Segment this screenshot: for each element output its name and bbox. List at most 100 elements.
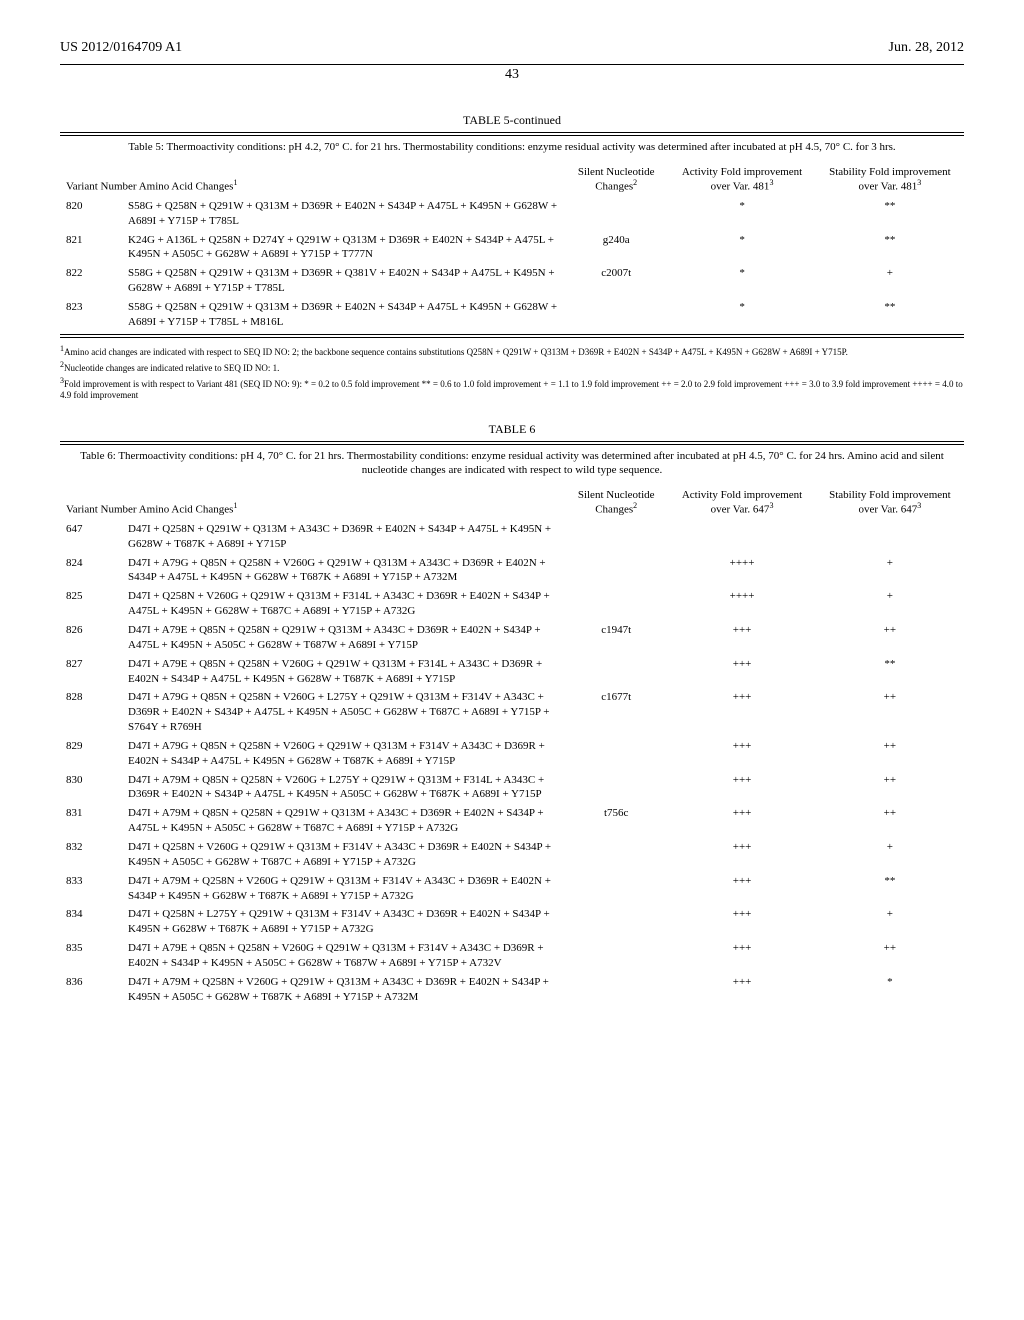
table5-col-variant: Variant Number Amino Acid Changes1	[60, 162, 564, 197]
activity-fold: +++	[668, 621, 815, 655]
silent-changes	[564, 655, 668, 689]
amino-acid-changes: S58G + Q258N + Q291W + Q313M + D369R + E…	[122, 298, 564, 332]
page-number: 43	[60, 67, 964, 83]
activity-fold: ++++	[668, 587, 815, 621]
table6-title: TABLE 6	[60, 422, 964, 437]
table-row: 827D47I + A79E + Q85N + Q258N + V260G + …	[60, 655, 964, 689]
table5-block: TABLE 5-continued Table 5: Thermoactivit…	[60, 113, 964, 402]
table6-block: TABLE 6 Table 6: Thermoactivity conditio…	[60, 422, 964, 1007]
silent-changes: g240a	[564, 231, 668, 265]
activity-fold: +++	[668, 804, 815, 838]
amino-acid-changes: S58G + Q258N + Q291W + Q313M + D369R + E…	[122, 197, 564, 231]
variant-number: 836	[60, 973, 122, 1007]
stability-fold: *	[816, 973, 964, 1007]
table6-col-activity: Activity Fold improvement over Var. 6473	[668, 485, 815, 520]
table6-caption: Table 6: Thermoactivity conditions: pH 4…	[60, 449, 964, 478]
stability-fold: ++	[816, 804, 964, 838]
activity-fold: *	[668, 264, 815, 298]
variant-number: 834	[60, 905, 122, 939]
stability-fold: +	[816, 905, 964, 939]
table5-col-stability: Stability Fold improvement over Var. 481…	[816, 162, 964, 197]
activity-fold: +++	[668, 973, 815, 1007]
amino-acid-changes: S58G + Q258N + Q291W + Q313M + D369R + Q…	[122, 264, 564, 298]
activity-fold: +++	[668, 939, 815, 973]
activity-fold: ++++	[668, 554, 815, 588]
amino-acid-changes: D47I + A79G + Q85N + Q258N + V260G + Q29…	[122, 554, 564, 588]
variant-number: 831	[60, 804, 122, 838]
table-row: 823S58G + Q258N + Q291W + Q313M + D369R …	[60, 298, 964, 332]
table5-footnote-3: 3Fold improvement is with respect to Var…	[60, 376, 964, 402]
table5-col-activity: Activity Fold improvement over Var. 4813	[668, 162, 815, 197]
doc-date: Jun. 28, 2012	[889, 40, 964, 56]
stability-fold: ++	[816, 688, 964, 737]
amino-acid-changes: D47I + A79E + Q85N + Q258N + Q291W + Q31…	[122, 621, 564, 655]
silent-changes	[564, 197, 668, 231]
stability-fold: ++	[816, 621, 964, 655]
activity-fold: +++	[668, 771, 815, 805]
table5-footnotes: 1Amino acid changes are indicated with r…	[60, 344, 964, 402]
variant-number: 829	[60, 737, 122, 771]
activity-fold: +++	[668, 905, 815, 939]
stability-fold: **	[816, 655, 964, 689]
amino-acid-changes: K24G + A136L + Q258N + D274Y + Q291W + Q…	[122, 231, 564, 265]
table5-rule-top2	[60, 135, 964, 136]
stability-fold: ++	[816, 737, 964, 771]
page-header: US 2012/0164709 A1 Jun. 28, 2012	[60, 40, 964, 56]
activity-fold: +++	[668, 872, 815, 906]
silent-changes	[564, 554, 668, 588]
activity-fold: *	[668, 197, 815, 231]
table5-caption: Table 5: Thermoactivity conditions: pH 4…	[60, 140, 964, 154]
variant-number: 835	[60, 939, 122, 973]
stability-fold: ++	[816, 771, 964, 805]
amino-acid-changes: D47I + A79M + Q85N + Q258N + V260G + L27…	[122, 771, 564, 805]
silent-changes: c1947t	[564, 621, 668, 655]
variant-number: 826	[60, 621, 122, 655]
silent-changes	[564, 838, 668, 872]
silent-changes: t756c	[564, 804, 668, 838]
stability-fold: +	[816, 587, 964, 621]
table-row: 830D47I + A79M + Q85N + Q258N + V260G + …	[60, 771, 964, 805]
amino-acid-changes: D47I + Q258N + Q291W + Q313M + A343C + D…	[122, 520, 564, 554]
activity-fold: +++	[668, 737, 815, 771]
silent-changes: c2007t	[564, 264, 668, 298]
table-row: 836D47I + A79M + Q258N + V260G + Q291W +…	[60, 973, 964, 1007]
variant-number: 825	[60, 587, 122, 621]
activity-fold: +++	[668, 838, 815, 872]
variant-number: 647	[60, 520, 122, 554]
stability-fold: **	[816, 197, 964, 231]
amino-acid-changes: D47I + A79G + Q85N + Q258N + V260G + Q29…	[122, 737, 564, 771]
variant-number: 832	[60, 838, 122, 872]
variant-number: 822	[60, 264, 122, 298]
amino-acid-changes: D47I + Q258N + V260G + Q291W + Q313M + F…	[122, 838, 564, 872]
stability-fold: +	[816, 264, 964, 298]
silent-changes	[564, 587, 668, 621]
silent-changes: c1677t	[564, 688, 668, 737]
stability-fold: **	[816, 231, 964, 265]
table-row: 820S58G + Q258N + Q291W + Q313M + D369R …	[60, 197, 964, 231]
silent-changes	[564, 872, 668, 906]
table-row: 647D47I + Q258N + Q291W + Q313M + A343C …	[60, 520, 964, 554]
activity-fold: +++	[668, 655, 815, 689]
table5-title: TABLE 5-continued	[60, 113, 964, 128]
header-rule	[60, 64, 964, 65]
activity-fold	[668, 520, 815, 554]
table5-rule-top1	[60, 132, 964, 133]
stability-fold: +	[816, 554, 964, 588]
variant-number: 821	[60, 231, 122, 265]
variant-number: 828	[60, 688, 122, 737]
amino-acid-changes: D47I + A79M + Q258N + V260G + Q291W + Q3…	[122, 872, 564, 906]
table6-col-variant: Variant Number Amino Acid Changes1	[60, 485, 564, 520]
activity-fold: *	[668, 231, 815, 265]
variant-number: 820	[60, 197, 122, 231]
table6: Variant Number Amino Acid Changes1 Silen…	[60, 485, 964, 1006]
table5-header-row: Variant Number Amino Acid Changes1 Silen…	[60, 162, 964, 197]
variant-number: 830	[60, 771, 122, 805]
table6-rule-top2	[60, 444, 964, 445]
table-row: 822S58G + Q258N + Q291W + Q313M + D369R …	[60, 264, 964, 298]
silent-changes	[564, 737, 668, 771]
silent-changes	[564, 973, 668, 1007]
table-row: 826D47I + A79E + Q85N + Q258N + Q291W + …	[60, 621, 964, 655]
amino-acid-changes: D47I + A79G + Q85N + Q258N + V260G + L27…	[122, 688, 564, 737]
table5-rule-bot2	[60, 337, 964, 338]
table5-footnote-2: 2Nucleotide changes are indicated relati…	[60, 360, 964, 374]
